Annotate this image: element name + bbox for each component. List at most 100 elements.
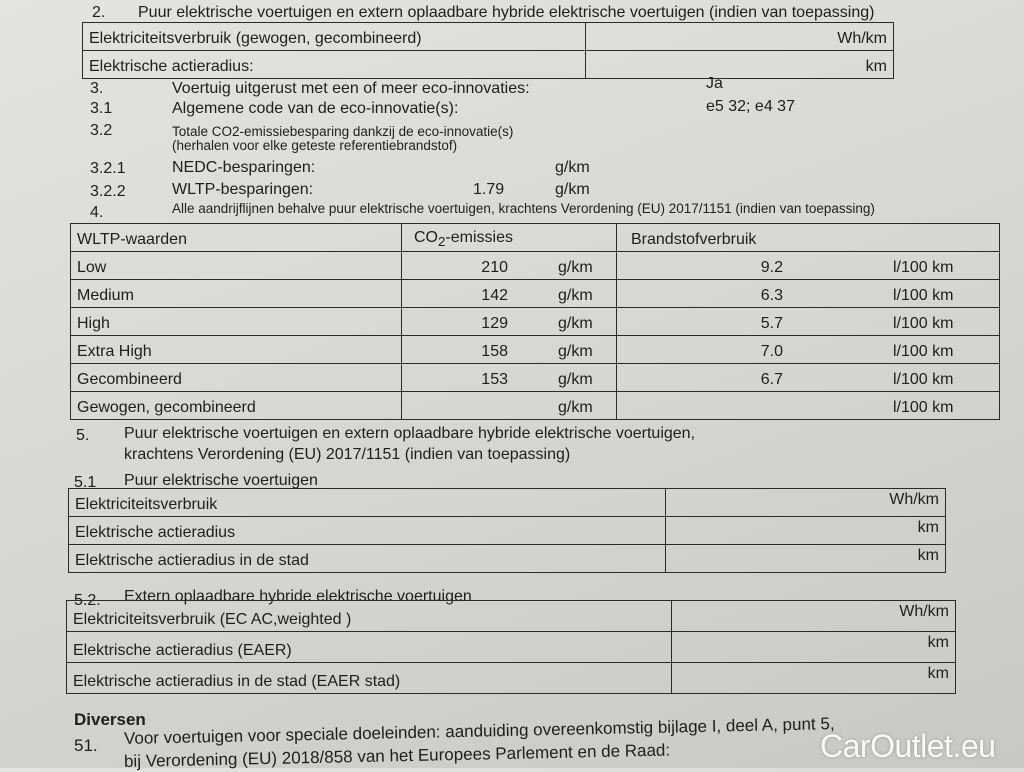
co2-unit: g/km [558, 315, 593, 332]
fuel-cell: 7.0 l/100 km [616, 335, 1000, 364]
section-2-title: Puur elektrische voertuigen en extern op… [138, 4, 875, 21]
table-row: Elektrische actieradius in de stad km [68, 544, 946, 573]
co2-cell: 142 g/km [401, 279, 617, 308]
row-label: Elektrische actieradius in de stad [68, 544, 666, 573]
co2-unit: g/km [558, 259, 593, 276]
wltp-label: Extra High [77, 343, 152, 360]
wltp-label: Gecombineerd [77, 371, 182, 388]
item-3-1-value: e5 32; e4 37 [706, 98, 795, 115]
row-unit: Wh/km [671, 600, 956, 632]
co2-cell: 158 g/km [401, 335, 617, 364]
co2-value: 210 [481, 259, 508, 276]
co2-unit: g/km [558, 287, 593, 304]
row-unit: km [665, 544, 946, 573]
wltp-label-cell: Low [70, 251, 402, 280]
wltp-label: Low [77, 259, 107, 276]
wltp-label-cell: Medium [70, 279, 402, 308]
item-3-value: Ja [706, 75, 723, 92]
item-3-1-number: 3.1 [90, 100, 113, 117]
section-5-1-title: Puur elektrische voertuigen [124, 472, 318, 489]
fuel-unit: l/100 km [893, 315, 954, 332]
header-fuel: Brandstofverbruik [616, 223, 1000, 252]
co2-cell: 129 g/km [401, 307, 617, 336]
wltp-row: Extra High 158 g/km 7.0 l/100 km [70, 335, 1000, 364]
fuel-value: 7.0 [760, 343, 783, 360]
item-3-2-1-unit: g/km [555, 159, 590, 176]
row-label: Elektrische actieradius: [82, 50, 586, 79]
row-label: Elektrische actieradius in de stad (EAER… [66, 662, 672, 694]
table-row: Elektrische actieradius: km [82, 50, 894, 79]
table-row: Elektrische actieradius km [68, 516, 946, 545]
item-3-2-1-label: NEDC-besparingen: [172, 159, 316, 176]
table-row: Elektriciteitsverbruik Wh/km [68, 488, 946, 517]
fuel-cell: l/100 km [616, 391, 1000, 420]
co2-value: 153 [481, 371, 508, 388]
item-3-2-label: Totale CO2-emissiebesparing dankzij de e… [172, 124, 514, 139]
table-header-row: WLTP-waarden CO2-emissies Brandstofverbr… [70, 223, 1000, 252]
table-row: Elektrische actieradius (EAER) km [66, 631, 956, 663]
item-3-2-2-label: WLTP-besparingen: [172, 181, 314, 198]
item-3-2-2-number: 3.2.2 [90, 183, 126, 200]
fuel-unit: l/100 km [893, 399, 954, 416]
header-co2: CO2-emissies [401, 223, 617, 252]
header-co2-suffix: -emissies [445, 228, 513, 246]
co2-unit: g/km [558, 399, 593, 416]
header-co2-sub: 2 [438, 234, 446, 249]
item-3-2-number: 3.2 [90, 122, 113, 139]
header-wltp: WLTP-waarden [70, 223, 402, 252]
wltp-label-cell: Extra High [70, 335, 402, 364]
row-label: Elektriciteitsverbruik [68, 488, 666, 517]
section-2-table: Elektriciteitsverbruik (gewogen, gecombi… [82, 22, 894, 79]
wltp-label: Medium [77, 287, 134, 304]
wltp-row: Medium 142 g/km 6.3 l/100 km [70, 279, 1000, 308]
fuel-value: 6.3 [760, 287, 783, 304]
wltp-table: WLTP-waarden CO2-emissies Brandstofverbr… [70, 223, 1000, 420]
wltp-label-cell: High [70, 307, 402, 336]
row-unit: km [585, 50, 894, 79]
fuel-cell: 6.7 l/100 km [616, 363, 1000, 392]
fuel-unit: l/100 km [893, 259, 954, 276]
section-4-number: 4. [90, 204, 104, 221]
row-label: Elektriciteitsverbruik (EC AC,weighted ) [66, 600, 672, 632]
section-5-number: 5. [76, 427, 90, 444]
row-label: Elektrische actieradius [68, 516, 666, 545]
co2-cell: g/km [401, 391, 617, 420]
item-3-2-2-value: 1.79 [473, 181, 505, 198]
wltp-row: Low 210 g/km 9.2 l/100 km [70, 251, 1000, 280]
item-3-1-label: Algemene code van de eco-innovatie(s): [172, 100, 459, 117]
co2-cell: 153 g/km [401, 363, 617, 392]
wltp-label-cell: Gecombineerd [70, 363, 402, 392]
section-5-line2: krachtens Verordening (EU) 2017/1151 (in… [124, 446, 571, 463]
diversen-heading: Diversen [74, 710, 146, 729]
table-row: Elektrische actieradius in de stad (EAER… [66, 662, 956, 694]
fuel-value: 6.7 [760, 371, 783, 388]
fuel-cell: 5.7 l/100 km [616, 307, 1000, 336]
fuel-value: 9.2 [760, 259, 783, 276]
section-4-title: Alle aandrijflijnen behalve puur elektri… [172, 201, 875, 216]
wltp-row: High 129 g/km 5.7 l/100 km [70, 307, 1000, 336]
fuel-unit: l/100 km [893, 287, 954, 304]
item-3-number: 3. [90, 80, 104, 97]
row-unit: km [665, 516, 946, 545]
section-5-2-table: Elektriciteitsverbruik (EC AC,weighted )… [66, 600, 956, 694]
table-row: Elektriciteitsverbruik (gewogen, gecombi… [82, 22, 894, 51]
co2-unit: g/km [558, 343, 593, 360]
row-unit: km [671, 631, 956, 663]
row-label: Elektrische actieradius (EAER) [66, 631, 672, 663]
wltp-label: High [77, 315, 110, 332]
co2-value: 158 [481, 343, 508, 360]
header-co2-text: CO [414, 228, 438, 246]
fuel-value: 5.7 [760, 315, 783, 332]
table-row: Elektriciteitsverbruik (EC AC,weighted )… [66, 600, 956, 632]
co2-unit: g/km [558, 371, 593, 388]
section-2-number: 2. [92, 4, 106, 21]
item-51-number: 51. [74, 736, 98, 755]
wltp-row: Gewogen, gecombineerd g/km l/100 km [70, 391, 1000, 420]
wltp-row: Gecombineerd 153 g/km 6.7 l/100 km [70, 363, 1000, 392]
section-5-1-table: Elektriciteitsverbruik Wh/km Elektrische … [68, 488, 946, 573]
wltp-label: Gewogen, gecombineerd [77, 399, 256, 416]
section-5-line1: Puur elektrische voertuigen en extern op… [124, 425, 696, 442]
co2-cell: 210 g/km [401, 251, 617, 280]
co2-value: 142 [481, 287, 508, 304]
row-unit: km [671, 662, 956, 694]
